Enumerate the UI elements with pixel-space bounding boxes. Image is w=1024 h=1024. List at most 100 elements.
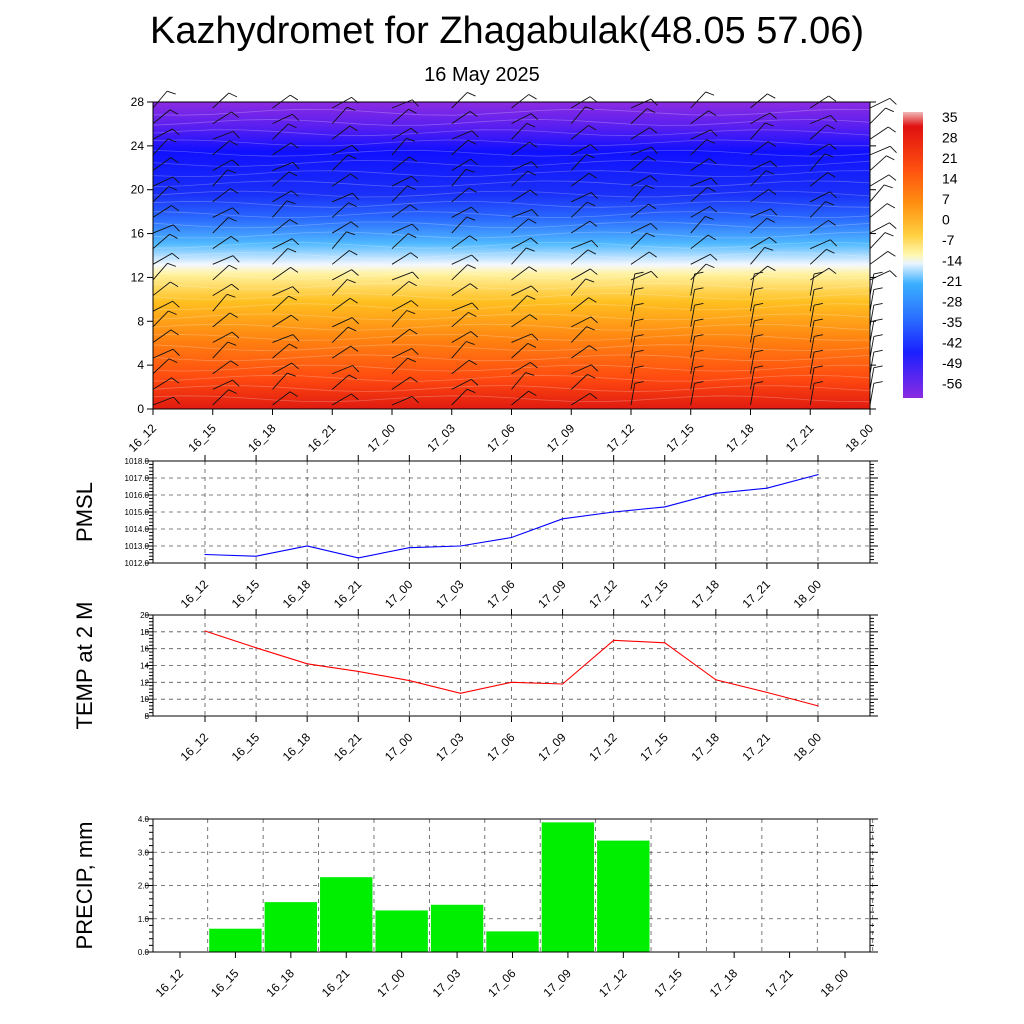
wind-barb	[152, 300, 173, 312]
wind-barb	[630, 127, 650, 140]
wind-barb	[869, 289, 875, 312]
wind-barb-flag	[231, 283, 239, 291]
colorbar-label: -14	[942, 253, 962, 269]
temp-2m-chart-panel: 8101214161820TEMP at 2 M16_1216_1516_181…	[72, 602, 878, 764]
precip-chart-panel: 0.0 1.0 2.0 3.0 4.0 PRECIP, mm 16_12 16_15 16_18…	[72, 815, 878, 1000]
precip-frame	[152, 818, 871, 953]
wind-barb-flag	[349, 125, 358, 132]
wind-barb	[750, 289, 755, 312]
wind-barb	[630, 98, 652, 109]
x-tick-label: 17_03	[430, 966, 464, 1000]
wind-barb	[511, 314, 530, 328]
wind-barb-flag	[873, 381, 883, 384]
temp-data-point	[306, 663, 308, 665]
wind-barb-flag	[646, 108, 656, 113]
y-tick-label: 1.0	[138, 915, 150, 924]
wind-barb	[331, 106, 348, 124]
x-tick-label: 17_09	[541, 966, 575, 1000]
wind-barb	[690, 177, 712, 187]
wind-barb-flag	[587, 373, 596, 379]
wind-barb	[690, 110, 709, 124]
wind-barb	[750, 93, 768, 109]
y-tick-label: 8	[137, 314, 144, 328]
wind-barb-flag	[813, 381, 823, 384]
y-tick-label: 18	[140, 628, 149, 637]
wind-barb	[869, 320, 875, 343]
wind-barb-flag	[754, 318, 764, 322]
wind-barb	[750, 217, 768, 234]
x-tick-label: 16_21	[331, 577, 365, 611]
wind-barb-flag	[769, 160, 778, 168]
wind-barb	[571, 316, 592, 328]
wind-barb-flag	[588, 125, 597, 131]
wind-barb-flag	[813, 334, 823, 337]
wind-barb-flag	[694, 318, 704, 322]
wind-barb	[451, 130, 473, 140]
wind-barb-flag	[886, 203, 896, 209]
wind-barb-flag	[589, 96, 598, 103]
wind-barb	[690, 305, 696, 327]
wind-barb-flag	[634, 302, 644, 306]
wind-barb	[511, 247, 527, 265]
wind-barb	[511, 343, 529, 359]
wind-barb	[570, 249, 589, 265]
wind-barb	[690, 273, 696, 296]
wind-barb	[451, 206, 472, 218]
wind-barb-flag	[526, 295, 536, 300]
colorbar-label: 7	[942, 191, 950, 207]
wind-barb-flag	[709, 206, 718, 213]
wind-barb	[332, 393, 352, 406]
wind-barb	[869, 184, 885, 203]
wind-barb-flag	[471, 130, 479, 138]
wind-barb-flag	[634, 365, 644, 369]
wind-barb	[451, 283, 471, 296]
x-tick-label: 17_21	[740, 577, 774, 611]
wind-barb-flag	[526, 123, 536, 128]
wind-barb-flag	[873, 302, 883, 306]
wind-barb-flag	[471, 379, 479, 386]
wind-barb-flag	[468, 359, 478, 366]
y-tick-label: 1012.0	[125, 559, 150, 568]
wind-barb-flag	[766, 217, 776, 223]
wind-barb-flag	[826, 248, 835, 254]
wind-barb-flag	[591, 240, 599, 248]
pmsl-data-point	[561, 518, 564, 520]
colorbar-label: -28	[942, 294, 962, 310]
wind-barb-flag	[694, 349, 704, 353]
wind-barb	[750, 273, 755, 296]
wind-barb	[332, 345, 351, 359]
wind-barb	[511, 333, 532, 343]
x-tick-label: 17_18	[688, 730, 722, 764]
wind-barb	[511, 141, 530, 156]
wind-barb-flag	[634, 381, 644, 384]
wind-barb	[690, 139, 707, 156]
wind-barb-flag	[887, 126, 896, 133]
wind-barb	[869, 305, 875, 327]
wind-barb	[451, 254, 472, 265]
wind-barb-flag	[229, 312, 238, 318]
wind-barb-flag	[350, 173, 359, 180]
page-title: Kazhydromet for Zhagabulak(48.05 57.06)	[150, 10, 864, 52]
temperature-contour	[152, 272, 871, 280]
wind-barb-flag	[873, 365, 883, 369]
wind-barb-flag	[230, 188, 239, 194]
temp-ylabel: TEMP at 2 M	[72, 602, 97, 730]
wind-barb-flag	[813, 349, 823, 353]
temperature-contour	[152, 190, 871, 198]
wind-barb	[451, 264, 468, 281]
wind-barb-flag	[694, 334, 704, 337]
wind-barb-flag	[229, 140, 238, 146]
temperature-contour	[152, 231, 871, 239]
x-tick-label: 17_21	[783, 421, 817, 455]
wind-barb	[511, 295, 528, 312]
y-tick-label: 0.0	[138, 948, 150, 957]
wind-barb-flag	[830, 115, 838, 123]
wind-barb	[809, 172, 828, 187]
wind-barb-flag	[813, 302, 823, 306]
wind-barb-flag	[705, 91, 715, 96]
wind-barb	[391, 252, 411, 265]
wind-barb	[809, 273, 815, 296]
y-tick-label: 1017.0	[125, 474, 150, 483]
wind-barb-flag	[170, 329, 179, 336]
wind-barb	[809, 351, 815, 374]
